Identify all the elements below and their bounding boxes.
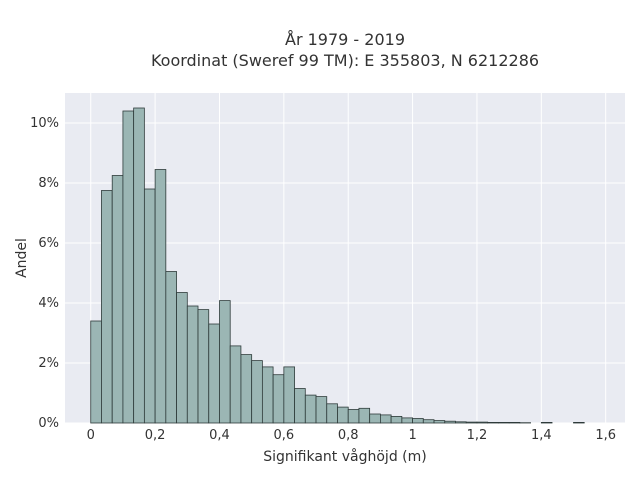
x-tick-label-4: 0,8 — [338, 428, 359, 443]
histogram-bar-35 — [465, 421, 478, 424]
histogram-bar-39 — [508, 421, 521, 424]
histogram-bar-25 — [358, 407, 371, 424]
histogram-bar-15 — [251, 360, 263, 424]
y-tick-label-1: 2% — [38, 356, 59, 371]
histogram-bars — [90, 107, 585, 424]
histogram-bar-9 — [186, 305, 199, 424]
histogram-bar-28 — [390, 415, 403, 424]
histogram-bar-22 — [326, 403, 338, 424]
histogram-bar-8 — [176, 292, 188, 424]
histogram-bar-37 — [487, 421, 499, 424]
x-axis-ticks: 0 0,2 0,4 0,6 0,8 1 1,2 1,4 1,6 — [87, 428, 616, 443]
histogram-bar-29 — [401, 417, 413, 424]
histogram-bar-11 — [208, 323, 220, 424]
histogram-bar-21 — [315, 396, 328, 424]
histogram-bar-16 — [261, 366, 274, 424]
y-tick-label-0: 0% — [38, 416, 59, 431]
histogram-bar-26 — [369, 413, 381, 424]
histogram-bar-2 — [111, 175, 124, 424]
y-tick-label-4: 8% — [38, 176, 59, 191]
histogram-bar-32 — [433, 420, 446, 424]
histogram-bar-38 — [498, 421, 510, 424]
chart-title: År 1979 - 2019 — [285, 30, 405, 49]
histogram-bar-17 — [272, 374, 285, 424]
histogram-bar-27 — [380, 414, 392, 424]
histogram-bar-10 — [197, 309, 210, 424]
y-tick-label-5: 10% — [30, 116, 59, 131]
histogram-bar-45 — [573, 421, 585, 424]
y-axis-label: Andel — [14, 238, 30, 278]
histogram-bar-31 — [422, 419, 435, 424]
y-tick-label-2: 4% — [38, 296, 59, 311]
histogram-bar-4 — [133, 107, 145, 424]
histogram-bar-36 — [476, 421, 489, 424]
x-tick-label-8: 1,6 — [595, 428, 616, 443]
histogram-bar-7 — [165, 271, 177, 424]
x-axis-label: Signifikant våghöjd (m) — [263, 448, 426, 465]
histogram-bar-0 — [90, 320, 102, 424]
histogram-bar-30 — [412, 418, 424, 424]
y-axis-ticks: 0% 2% 4% 6% 8% 10% — [30, 116, 59, 431]
histogram-bar-13 — [229, 345, 242, 424]
histogram-bar-5 — [143, 188, 156, 424]
x-tick-label-3: 0,6 — [274, 428, 295, 443]
histogram-bar-33 — [444, 420, 456, 424]
x-tick-label-2: 0,4 — [209, 428, 230, 443]
x-tick-label-6: 1,2 — [467, 428, 488, 443]
histogram-bar-19 — [294, 388, 306, 424]
histogram-bar-42 — [540, 421, 553, 424]
histogram-bar-6 — [154, 169, 167, 424]
histogram-bar-1 — [101, 190, 113, 424]
histogram-bar-20 — [304, 394, 317, 424]
histogram-bar-3 — [122, 110, 135, 424]
x-tick-label-1: 0,2 — [145, 428, 166, 443]
histogram-bar-24 — [347, 409, 360, 424]
histogram-bar-34 — [455, 421, 467, 424]
chart-subtitle: Koordinat (Sweref 99 TM): E 355803, N 62… — [151, 51, 539, 70]
histogram-bar-12 — [219, 300, 231, 424]
histogram-bar-14 — [240, 354, 253, 424]
x-tick-label-7: 1,4 — [531, 428, 552, 443]
histogram-bar-23 — [337, 406, 349, 424]
y-tick-label-3: 6% — [38, 236, 59, 251]
x-tick-label-0: 0 — [87, 428, 95, 443]
x-tick-label-5: 1 — [408, 428, 416, 443]
histogram-bar-18 — [283, 366, 295, 424]
